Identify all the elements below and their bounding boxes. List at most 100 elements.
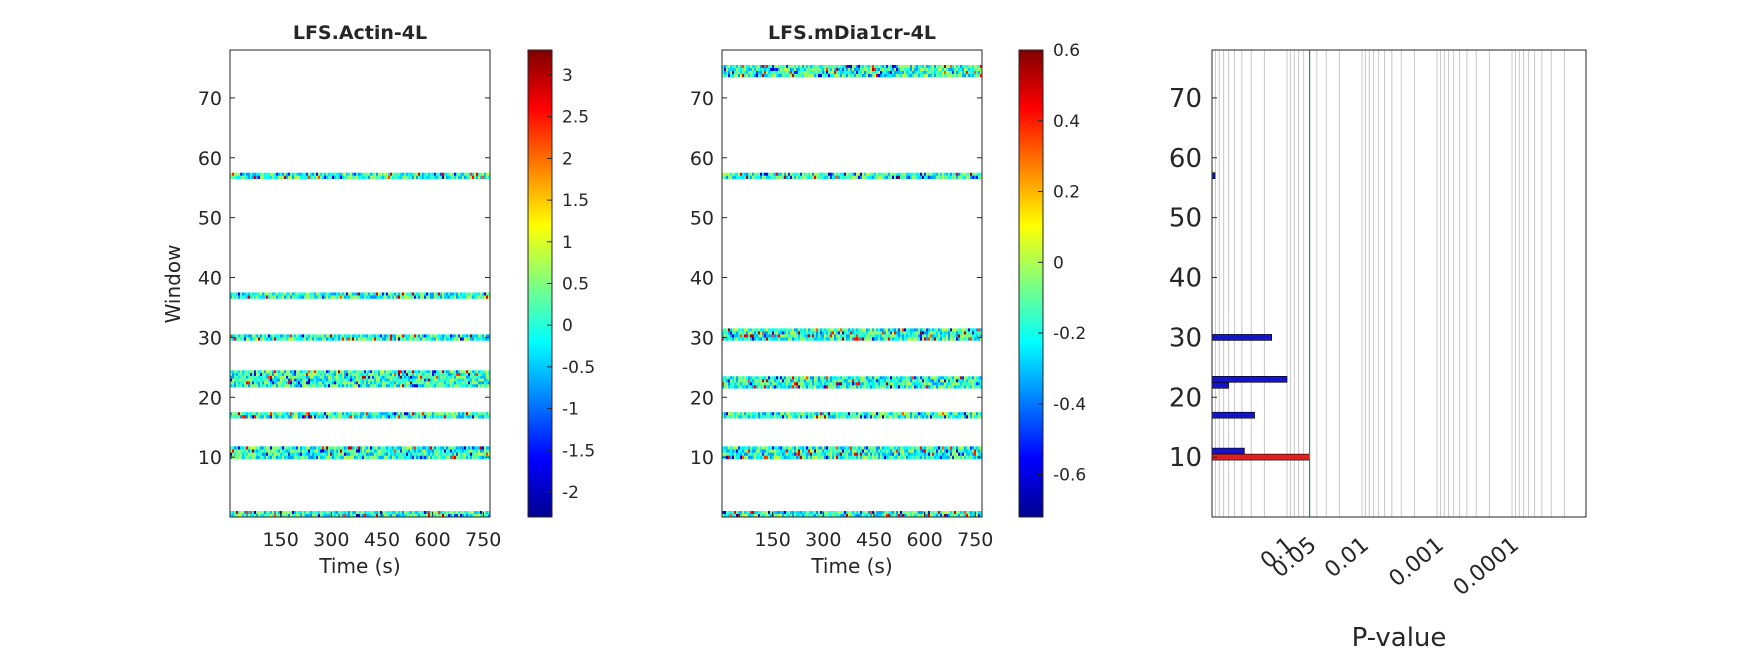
heatmap-cell [774,511,777,515]
heatmap-cell [786,449,789,453]
heatmap-cell [942,379,945,383]
heatmap-cell [466,295,469,299]
heatmap-cell [476,375,479,379]
heatmap-cell [424,370,427,374]
heatmap-cell [848,452,851,457]
heatmap-cell [892,455,895,460]
heatmap-cell [252,511,255,515]
heatmap-cell [894,337,897,341]
heatmap-cell [254,175,257,180]
heatmap-cell [334,295,337,299]
heatmap-cell [848,455,851,460]
heatmap-cell [872,334,875,338]
heatmap-cell [360,370,363,374]
heatmap-cell [850,449,853,453]
heatmap-cell [760,412,763,416]
heatmap-cell [282,415,285,419]
heatmap-cell [314,412,317,416]
heatmap-cell [880,382,883,386]
heatmap-cell [322,373,325,377]
heatmap-cell [314,511,317,515]
heatmap-cell [728,337,731,341]
heatmap-cell [756,331,759,335]
heatmap-cell [284,415,287,419]
heatmap-cell [326,175,329,180]
heatmap-cell [750,511,753,515]
heatmap-cell [442,514,445,518]
heatmap-cell [422,381,425,385]
heatmap-cell [304,449,307,453]
heatmap-cell [280,381,283,385]
heatmap-cell [824,382,827,386]
heatmap-cell [382,384,385,388]
heatmap-cell [774,412,777,416]
heatmap-cell [238,334,241,338]
heatmap-cell [468,514,471,518]
heatmap-cell [910,412,913,416]
heatmap-cell [294,373,297,377]
heatmap-cell [442,373,445,377]
heatmap-cell [340,452,343,457]
heatmap-cell [306,292,309,296]
heatmap-cell [836,175,839,180]
heatmap-cell [830,415,833,419]
heatmap-cell [254,412,257,416]
heatmap-cell [966,446,969,450]
heatmap-cell [328,292,331,296]
heatmap-cell [422,295,425,299]
heatmap-cell [286,449,289,453]
heatmap-cell [378,511,381,515]
heatmap-cell [946,446,949,450]
heatmap-cell [434,452,437,457]
heatmap-cell [808,514,811,518]
heatmap-cell [758,449,761,453]
heatmap-cell [272,412,275,416]
heatmap-cell [328,172,331,177]
heatmap-cell [786,328,789,332]
heatmap-cell [792,328,795,332]
heatmap-cell [356,455,359,460]
heatmap-cell [934,514,937,518]
heatmap-cell [234,172,237,177]
heatmap-cell [332,514,335,518]
heatmap-cell [888,175,891,180]
heatmap-cell [274,337,277,341]
heatmap-cell [854,172,857,177]
heatmap-cell [884,379,887,383]
heatmap-cell [290,412,293,416]
heatmap-cell [280,292,283,296]
heatmap-cell [276,452,279,457]
heatmap-cell [332,455,335,460]
heatmap-cell [286,175,289,180]
heatmap-cell [456,446,459,450]
heatmap-cell [314,334,317,338]
heatmap-cell [240,337,243,341]
heatmap-cell [486,514,489,518]
heatmap-cell [394,337,397,341]
heatmap-cell [452,370,455,374]
heatmap-cell [474,373,477,377]
heatmap-cell [968,415,971,419]
heatmap-cell [292,175,295,180]
heatmap-cell [732,382,735,386]
heatmap-cell [340,337,343,341]
heatmap-cell [302,375,305,379]
heatmap-cell [770,514,773,518]
heatmap-cell [278,295,281,299]
heatmap-cell [312,514,315,518]
heatmap-cell [274,511,277,515]
heatmap-cell [968,385,971,389]
heatmap-cell [728,511,731,515]
heatmap-cell [370,452,373,457]
heatmap-cell [848,334,851,338]
heatmap-cell [754,415,757,419]
heatmap-cell [312,295,315,299]
heatmap-cell [340,370,343,374]
heatmap-cell [238,292,241,296]
heatmap-cell [484,415,487,419]
heatmap-cell [770,449,773,453]
heatmap-cell [838,331,841,335]
heatmap-cell [336,334,339,338]
heatmap-cell [944,328,947,332]
heatmap-cell [386,172,389,177]
